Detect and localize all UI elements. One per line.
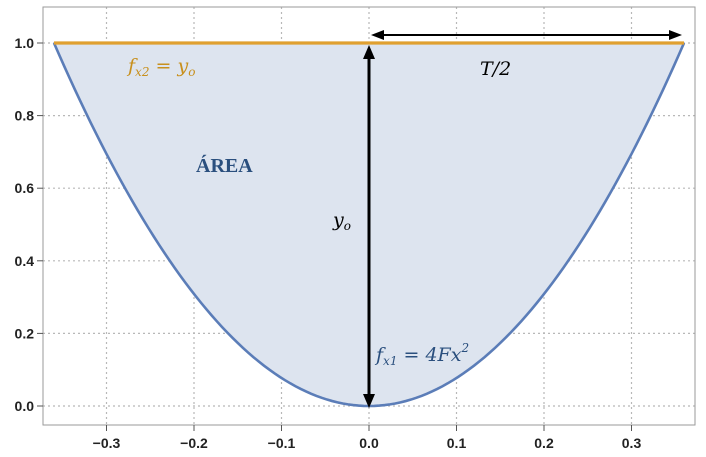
y-axis: 0.0 0.2 0.4 0.6 0.8 1.0 xyxy=(15,35,43,414)
fx1-f: f xyxy=(374,344,386,366)
fx2-rest-sub: o xyxy=(188,65,195,79)
fx2-rest: = y xyxy=(149,55,188,77)
fx1-label: fx1 = 4Fx2 xyxy=(374,341,469,368)
y-tick-label: 0.6 xyxy=(15,180,35,196)
x-tick-label: 0.2 xyxy=(534,435,554,451)
x-tick-label: 0.3 xyxy=(622,435,642,451)
y-tick-label: 1.0 xyxy=(15,35,35,51)
fx1-sup: 2 xyxy=(460,341,469,355)
y-tick-label: 0.4 xyxy=(15,253,35,269)
fx2-sub: x2 xyxy=(135,65,149,79)
height-arrow-head-top xyxy=(363,45,375,59)
y-tick-label: 0.2 xyxy=(15,325,35,341)
x-tick-label: 0.0 xyxy=(359,435,379,451)
fx2-f: f xyxy=(126,55,138,77)
x-tick-label: −0.3 xyxy=(93,435,121,451)
x-tick-label: −0.2 xyxy=(180,435,208,451)
height-label: yo xyxy=(332,209,351,233)
fx1-sub: x1 xyxy=(383,354,397,368)
y-tick-label: 0.8 xyxy=(15,108,35,124)
arrows xyxy=(363,30,682,408)
x-tick-label: −0.1 xyxy=(268,435,296,451)
area-label: ÁREA xyxy=(196,154,253,177)
height-arrow-head-bottom xyxy=(363,394,375,408)
half-width-label: T/2 xyxy=(480,58,511,80)
fx2-label: fx2 = yo xyxy=(126,55,195,79)
x-tick-label: 0.1 xyxy=(447,435,467,451)
half-width-arrow-head-left xyxy=(371,30,384,40)
height-main: y xyxy=(332,209,344,231)
height-sub: o xyxy=(344,219,351,233)
x-axis: −0.3 −0.2 −0.1 0.0 0.1 0.2 0.3 xyxy=(93,425,642,451)
fx1-rest: = 4Fx xyxy=(397,344,461,366)
half-width-arrow-head-right xyxy=(669,30,682,40)
y-tick-label: 0.0 xyxy=(15,398,35,414)
